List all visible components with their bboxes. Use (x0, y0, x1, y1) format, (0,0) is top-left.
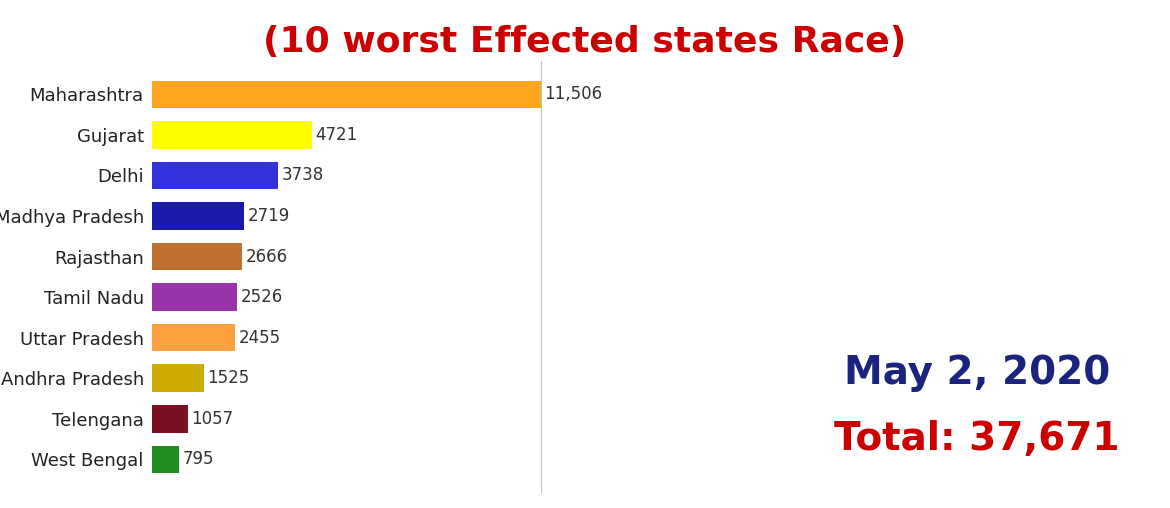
Bar (152, 364, 204, 392)
Text: 4721: 4721 (315, 126, 357, 144)
Text: 2455: 2455 (239, 329, 281, 346)
Bar (152, 405, 188, 433)
Bar (152, 283, 238, 311)
Text: (10 worst Effected states Race): (10 worst Effected states Race) (263, 25, 907, 59)
Text: 2526: 2526 (241, 288, 283, 306)
Bar (152, 81, 541, 108)
Text: 11,506: 11,506 (544, 85, 603, 103)
Text: 3738: 3738 (282, 167, 324, 184)
Text: 2666: 2666 (246, 247, 288, 266)
Text: 2719: 2719 (247, 207, 290, 225)
Bar (152, 243, 242, 270)
Bar (152, 446, 179, 473)
Text: Total: 37,671: Total: 37,671 (834, 421, 1120, 458)
Text: 1525: 1525 (207, 369, 249, 387)
Text: 1057: 1057 (191, 410, 233, 428)
Bar (152, 121, 311, 149)
Bar (152, 202, 245, 230)
Bar (152, 162, 278, 189)
Bar (152, 324, 235, 352)
Text: 795: 795 (183, 451, 214, 468)
Text: May 2, 2020: May 2, 2020 (844, 355, 1110, 392)
